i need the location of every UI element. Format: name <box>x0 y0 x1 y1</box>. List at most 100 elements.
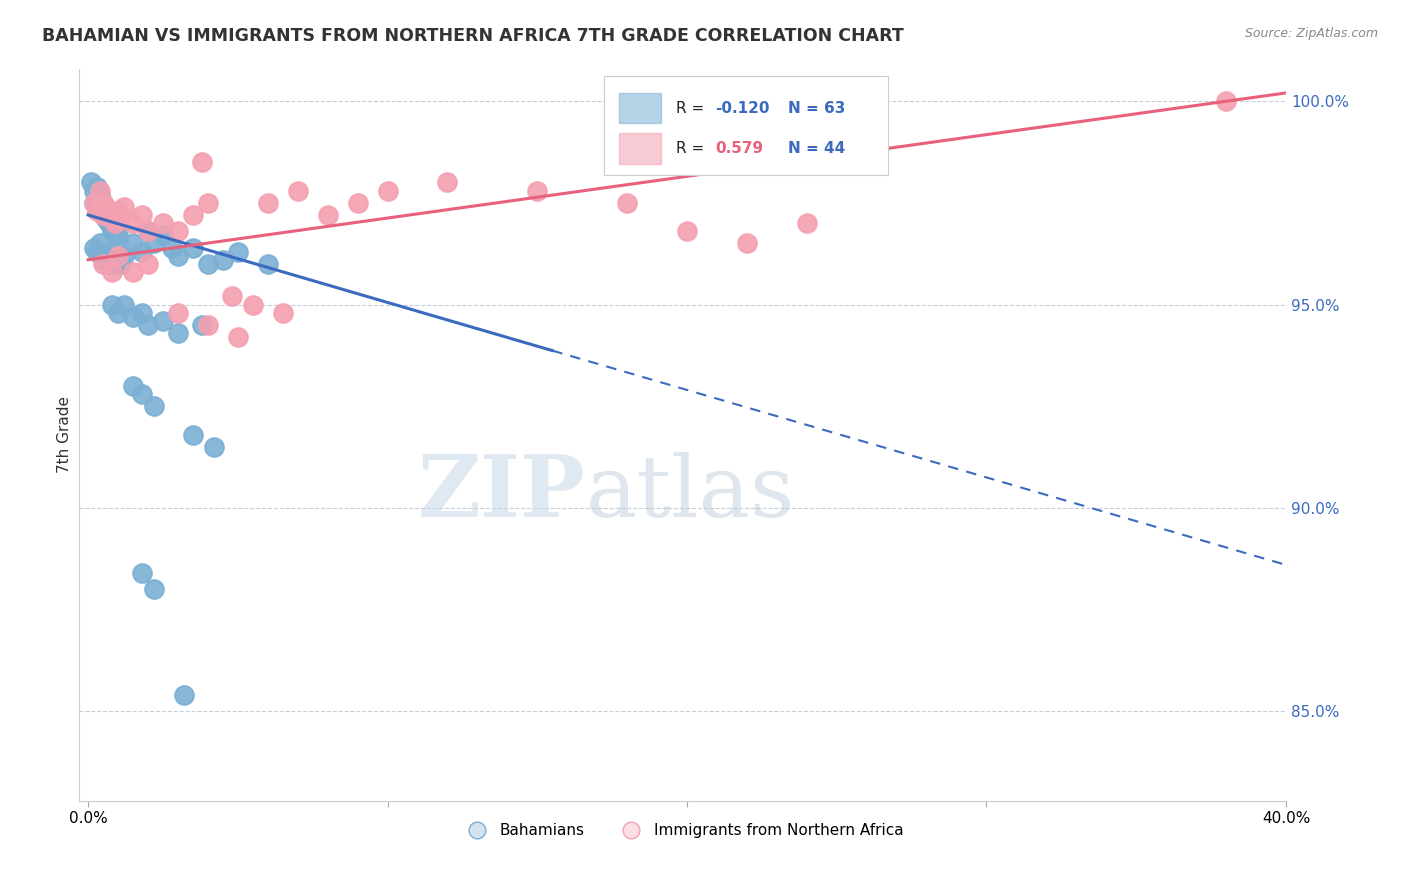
Point <box>86 179 108 194</box>
FancyBboxPatch shape <box>605 76 887 175</box>
Point <box>89 184 111 198</box>
FancyBboxPatch shape <box>619 133 661 164</box>
Point <box>83 184 105 198</box>
Point <box>181 241 204 255</box>
Point <box>101 224 124 238</box>
Point <box>112 249 135 263</box>
Point <box>197 318 219 332</box>
Point <box>131 566 153 580</box>
Point <box>436 176 458 190</box>
Point <box>107 252 129 267</box>
Point <box>98 208 121 222</box>
Text: R =: R = <box>675 141 709 156</box>
Point <box>101 297 124 311</box>
Point <box>287 184 309 198</box>
Point <box>197 195 219 210</box>
Point <box>91 195 114 210</box>
Point <box>143 582 166 597</box>
Point <box>101 252 124 267</box>
Point <box>91 252 114 267</box>
Point <box>136 318 159 332</box>
Point <box>112 297 135 311</box>
Point <box>107 305 129 319</box>
Text: R =: R = <box>675 101 709 116</box>
Point <box>181 208 204 222</box>
Point <box>104 257 127 271</box>
Point <box>202 440 225 454</box>
Point <box>173 688 195 702</box>
Point <box>86 203 108 218</box>
Point <box>110 212 132 227</box>
Point <box>796 216 818 230</box>
Text: N = 44: N = 44 <box>787 141 845 156</box>
Point <box>98 216 121 230</box>
Point <box>271 305 294 319</box>
Point <box>526 184 548 198</box>
Point <box>256 257 278 271</box>
Point <box>101 212 124 227</box>
Point <box>191 318 214 332</box>
Point <box>107 232 129 246</box>
Point <box>101 265 124 279</box>
Text: -0.120: -0.120 <box>716 101 770 116</box>
Legend: Bahamians, Immigrants from Northern Africa: Bahamians, Immigrants from Northern Afri… <box>456 817 910 845</box>
Point <box>191 155 214 169</box>
Point <box>98 203 121 218</box>
Text: ZIP: ZIP <box>418 451 586 535</box>
Text: Source: ZipAtlas.com: Source: ZipAtlas.com <box>1244 27 1378 40</box>
Point <box>107 203 129 218</box>
Point <box>91 208 114 222</box>
Point <box>160 241 183 255</box>
Point <box>91 208 114 222</box>
Point <box>242 297 264 311</box>
Point <box>110 257 132 271</box>
Point <box>226 330 249 344</box>
Point <box>122 236 145 251</box>
Point <box>152 228 174 243</box>
Point <box>94 203 117 218</box>
Point <box>616 195 638 210</box>
Point <box>676 224 699 238</box>
Point <box>167 249 190 263</box>
FancyBboxPatch shape <box>619 93 661 123</box>
Point <box>152 216 174 230</box>
Point <box>167 224 190 238</box>
Point <box>131 387 153 401</box>
Point <box>104 228 127 243</box>
Point <box>197 257 219 271</box>
Point <box>83 195 105 210</box>
Point <box>91 257 114 271</box>
Point <box>101 216 124 230</box>
Point <box>221 289 243 303</box>
Point <box>80 176 103 190</box>
Point <box>98 257 121 271</box>
Point <box>112 200 135 214</box>
Point <box>89 187 111 202</box>
Point <box>256 195 278 210</box>
Point <box>91 244 114 259</box>
Point <box>107 224 129 238</box>
Point <box>104 216 127 230</box>
Point <box>89 200 111 214</box>
Point <box>143 236 166 251</box>
Point <box>1215 94 1237 108</box>
Point <box>94 200 117 214</box>
Point <box>122 265 145 279</box>
Point <box>83 241 105 255</box>
Point <box>346 195 368 210</box>
Point <box>89 236 111 251</box>
Point <box>122 310 145 324</box>
Point <box>167 305 190 319</box>
Point <box>735 236 758 251</box>
Y-axis label: 7th Grade: 7th Grade <box>58 396 72 473</box>
Point <box>377 184 399 198</box>
Point <box>181 427 204 442</box>
Point <box>91 195 114 210</box>
Point <box>316 208 339 222</box>
Point <box>107 249 129 263</box>
Point <box>136 224 159 238</box>
Text: 0.579: 0.579 <box>716 141 763 156</box>
Point <box>136 224 159 238</box>
Point <box>152 314 174 328</box>
Text: N = 63: N = 63 <box>787 101 845 116</box>
